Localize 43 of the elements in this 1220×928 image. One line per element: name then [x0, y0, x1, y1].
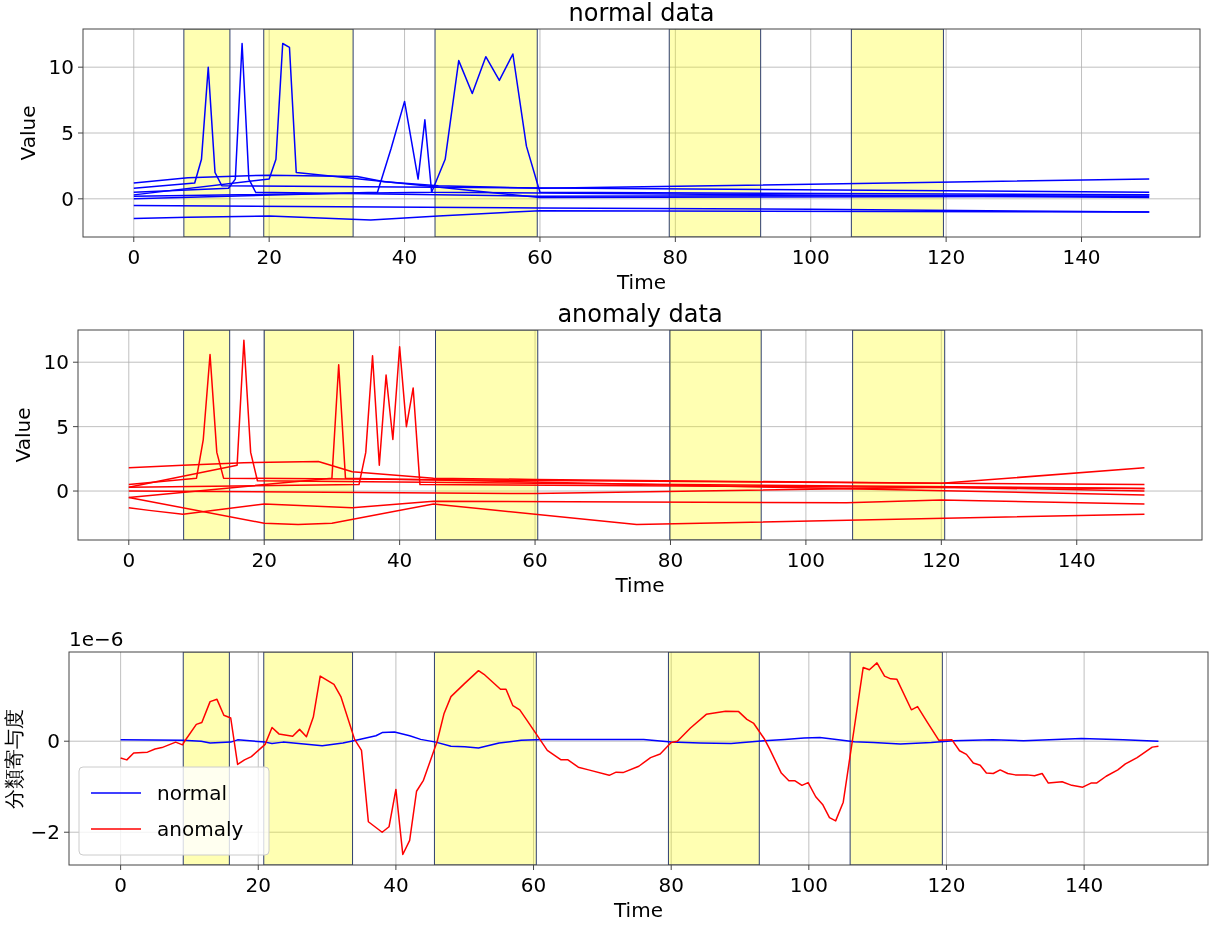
text: 1e−6 [69, 627, 124, 651]
x-axis-title: Time [614, 573, 665, 597]
y-tick-label: 5 [56, 414, 69, 439]
x-axis-title: Time [616, 270, 666, 294]
x-tick-label: 0 [127, 245, 141, 269]
x-tick-label: 80 [657, 548, 684, 572]
y-tick-label: 5 [61, 121, 74, 145]
x-tick-label: 100 [791, 245, 830, 269]
x-tick-label: 60 [522, 548, 548, 572]
y-tick-label: 0 [56, 479, 69, 504]
x-tick-label: 20 [256, 245, 282, 269]
x-tick-label: 140 [1057, 548, 1096, 572]
x-tick-label: 40 [391, 245, 418, 269]
y-axis-title: Value [11, 407, 35, 463]
chart-title: anomaly data [557, 300, 723, 328]
x-tick-label: 0 [122, 548, 136, 572]
legend-label: normal [157, 781, 228, 805]
legend-label: anomaly [157, 817, 244, 841]
y-axis-title: Value [16, 105, 40, 161]
x-tick-label: 60 [527, 245, 553, 269]
x-tick-label: 100 [786, 548, 825, 572]
x-tick-label: 80 [662, 245, 689, 269]
y-tick-label: 10 [43, 350, 69, 375]
y-tick-label: 10 [48, 55, 74, 80]
y-tick-label: 0 [47, 729, 60, 754]
x-tick-label: 60 [520, 873, 547, 897]
x-tick-label: 40 [383, 873, 409, 897]
y-tick-label: 0 [61, 186, 74, 211]
x-axis-title: Time [613, 898, 663, 922]
x-tick-label: 140 [1065, 873, 1104, 897]
x-tick-label: 100 [789, 873, 828, 897]
x-tick-label: 140 [1062, 245, 1101, 269]
y-axis-title: 分類寄与度 [2, 708, 26, 809]
x-tick-label: 20 [245, 873, 271, 897]
y-tick-label: −2 [30, 820, 60, 845]
x-tick-label: 20 [251, 548, 277, 572]
x-tick-label: 120 [927, 873, 966, 897]
x-tick-label: 120 [922, 548, 961, 572]
x-tick-label: 120 [927, 245, 966, 269]
chart-title: normal data [568, 0, 715, 27]
x-tick-label: 0 [114, 873, 127, 897]
x-tick-label: 40 [386, 548, 413, 572]
x-tick-label: 80 [658, 873, 684, 897]
